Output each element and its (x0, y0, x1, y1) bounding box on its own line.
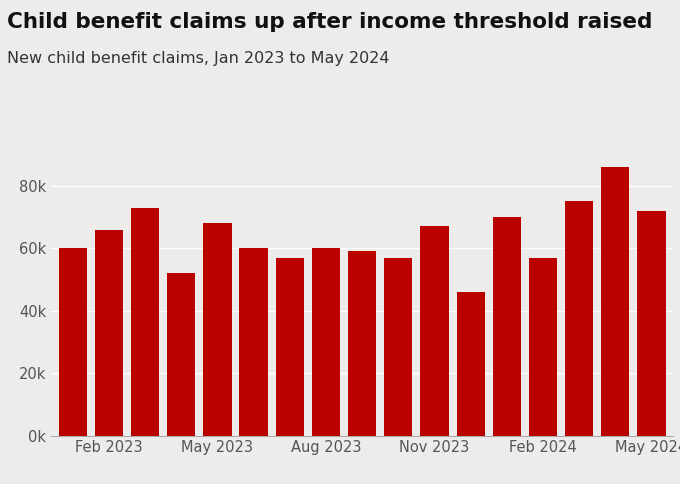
Bar (275, 257, 304, 436)
Bar (456, 292, 485, 436)
Bar (384, 257, 412, 436)
Bar (637, 211, 666, 436)
Text: New child benefit claims, Jan 2023 to May 2024: New child benefit claims, Jan 2023 to Ma… (7, 51, 389, 66)
Bar (58, 248, 87, 436)
Bar (203, 223, 231, 436)
Bar (95, 229, 123, 436)
Bar (529, 257, 557, 436)
Text: Child benefit claims up after income threshold raised: Child benefit claims up after income thr… (7, 12, 652, 32)
Bar (239, 248, 268, 436)
Bar (348, 251, 376, 436)
Bar (131, 208, 159, 436)
Bar (493, 217, 521, 436)
Bar (312, 248, 340, 436)
Bar (601, 167, 630, 436)
Bar (420, 227, 449, 436)
Bar (167, 273, 195, 436)
Bar (565, 201, 593, 436)
